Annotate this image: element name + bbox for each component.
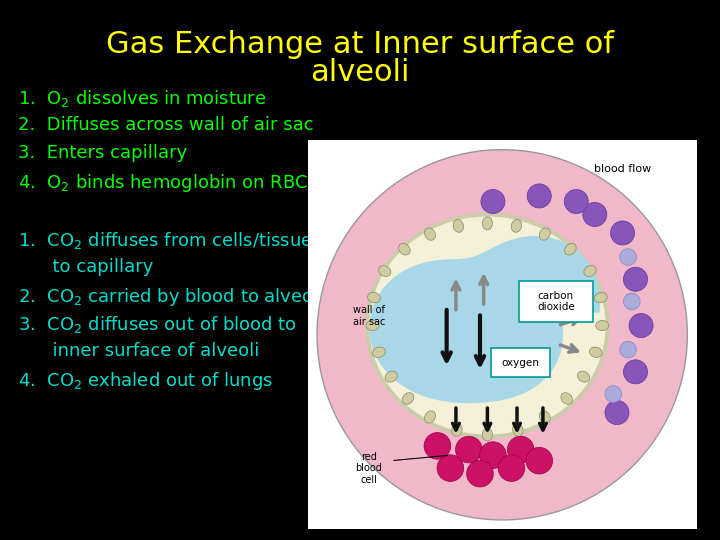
FancyBboxPatch shape (519, 281, 593, 322)
Text: 4.  CO$_2$ exhaled out of lungs: 4. CO$_2$ exhaled out of lungs (18, 370, 273, 392)
Circle shape (564, 190, 588, 213)
Circle shape (620, 341, 636, 358)
Circle shape (629, 314, 653, 338)
Text: 3.  CO$_2$ diffuses out of blood to: 3. CO$_2$ diffuses out of blood to (18, 314, 297, 335)
Text: 2.  CO$_2$ carried by blood to alveoli: 2. CO$_2$ carried by blood to alveoli (18, 286, 323, 308)
Circle shape (424, 433, 451, 459)
Ellipse shape (482, 428, 492, 441)
Circle shape (526, 447, 552, 474)
Ellipse shape (590, 347, 602, 357)
Ellipse shape (425, 228, 436, 240)
Circle shape (480, 442, 506, 469)
Ellipse shape (511, 219, 521, 232)
Ellipse shape (539, 411, 550, 423)
Ellipse shape (584, 266, 596, 276)
Ellipse shape (482, 217, 492, 230)
Circle shape (498, 455, 525, 482)
Text: blood flow: blood flow (594, 165, 651, 174)
FancyBboxPatch shape (491, 348, 550, 377)
Text: to capillary: to capillary (18, 258, 153, 276)
Ellipse shape (402, 393, 414, 404)
Text: Gas Exchange at Inner surface of: Gas Exchange at Inner surface of (106, 30, 614, 59)
Circle shape (481, 190, 505, 213)
Ellipse shape (595, 292, 607, 303)
Circle shape (317, 150, 688, 520)
Circle shape (456, 436, 482, 463)
PathPatch shape (369, 236, 600, 403)
Circle shape (508, 436, 534, 463)
Ellipse shape (385, 371, 397, 382)
Circle shape (605, 386, 621, 402)
Circle shape (467, 460, 493, 487)
Text: wall of
air sac: wall of air sac (353, 306, 385, 327)
Text: alveoli: alveoli (310, 58, 410, 87)
Text: oxygen: oxygen (502, 357, 540, 368)
Circle shape (605, 401, 629, 424)
Text: carbon
dioxide: carbon dioxide (537, 291, 575, 312)
Text: 1.  CO$_2$ diffuses from cells/tissues: 1. CO$_2$ diffuses from cells/tissues (18, 230, 322, 251)
Circle shape (582, 202, 607, 226)
Text: 2.  Diffuses across wall of air sac: 2. Diffuses across wall of air sac (18, 116, 314, 134)
Circle shape (527, 184, 552, 208)
Circle shape (624, 267, 647, 291)
Ellipse shape (595, 320, 608, 330)
Ellipse shape (452, 423, 462, 436)
Text: inner surface of alveoli: inner surface of alveoli (18, 342, 259, 360)
Circle shape (620, 249, 636, 265)
Ellipse shape (425, 411, 436, 423)
Text: 4.  O$_2$ binds hemoglobin on RBC: 4. O$_2$ binds hemoglobin on RBC (18, 172, 308, 194)
Ellipse shape (561, 393, 572, 404)
Ellipse shape (379, 266, 391, 276)
Ellipse shape (373, 347, 385, 357)
Ellipse shape (577, 371, 590, 382)
Ellipse shape (564, 244, 576, 255)
Ellipse shape (367, 214, 608, 437)
Circle shape (624, 293, 640, 310)
Text: 3.  Enters capillary: 3. Enters capillary (18, 144, 187, 162)
Ellipse shape (399, 244, 410, 255)
Ellipse shape (513, 423, 523, 436)
Circle shape (437, 455, 464, 482)
Ellipse shape (368, 292, 380, 303)
Ellipse shape (453, 219, 464, 232)
Circle shape (611, 221, 634, 245)
Circle shape (624, 360, 647, 384)
Text: red
blood
cell: red blood cell (356, 451, 382, 485)
Text: 1.  O$_2$ dissolves in moisture: 1. O$_2$ dissolves in moisture (18, 88, 266, 109)
Ellipse shape (539, 228, 550, 240)
Ellipse shape (366, 320, 379, 330)
